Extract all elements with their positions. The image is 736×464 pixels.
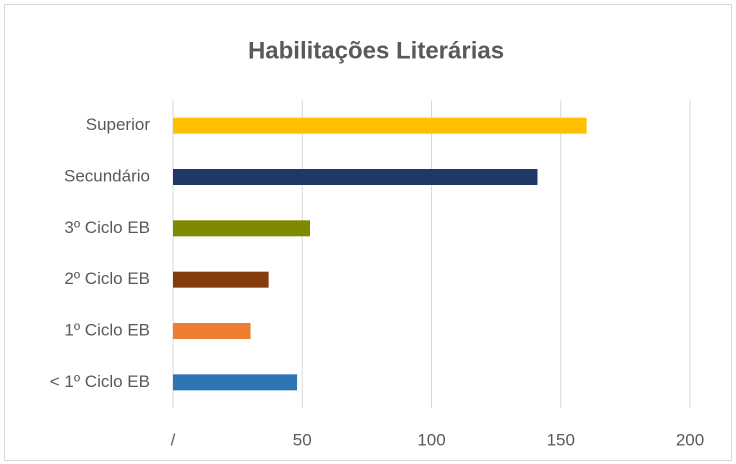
bar: [173, 117, 587, 134]
bar: [173, 374, 298, 391]
x-tick-label: 150: [547, 430, 575, 449]
bar: [173, 323, 251, 339]
y-tick-label: 3º Ciclo EB: [64, 218, 150, 237]
y-tick-label: 1º Ciclo EB: [64, 320, 150, 339]
chart-title: Habilitações Literárias: [248, 37, 504, 64]
y-tick-label: Superior: [86, 115, 151, 134]
x-tick-label: 200: [676, 430, 704, 449]
y-tick-label: 2º Ciclo EB: [64, 269, 150, 288]
x-tick-label: 50: [293, 430, 312, 449]
chart-border: [4, 4, 732, 461]
bar: [173, 220, 311, 237]
bar: [173, 271, 269, 288]
y-tick-label: < 1º Ciclo EB: [50, 372, 150, 391]
bar: [173, 169, 538, 185]
x-tick-label: 100: [417, 430, 445, 449]
y-tick-label: Secundário: [64, 166, 150, 185]
x-tick-label: /: [171, 430, 176, 449]
